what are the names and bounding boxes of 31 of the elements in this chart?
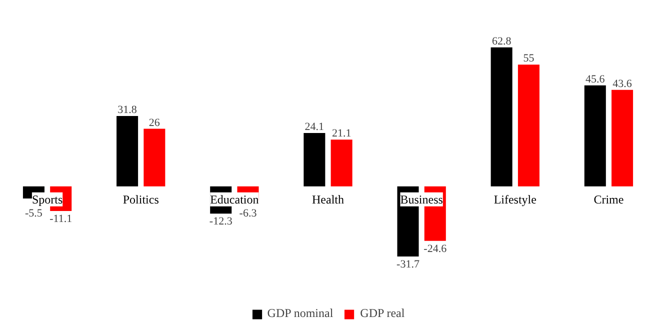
legend-label: GDP real [360,306,405,321]
data-label: 55 [523,52,535,65]
x-tick-label: Crime [594,192,624,206]
bar [612,90,634,186]
x-tick-label: Lifestyle [494,192,536,206]
data-label: 21.1 [332,128,352,140]
data-label: 62.8 [492,35,512,48]
bar [490,47,512,186]
data-label: -11.1 [50,212,72,225]
x-tick-label: Health [312,192,344,206]
bar [584,85,606,186]
bar [518,64,540,186]
data-label: 43.6 [612,78,632,90]
data-label: 45.6 [586,73,606,86]
bar [116,116,138,186]
x-tick-label: Politics [122,192,160,206]
data-label: -6.3 [239,207,258,220]
data-label: 24.1 [304,121,324,134]
legend-label: GDP nominal [267,306,334,321]
bar [330,140,352,186]
data-label: -31.7 [396,258,420,271]
x-tick-label: Education [210,192,259,206]
bar [144,128,166,186]
data-label: 26 [148,116,160,129]
data-label: -5.5 [25,207,43,220]
x-tick-label: Business [400,192,444,206]
data-label: 31.8 [118,104,138,116]
data-label: -12.3 [209,216,233,228]
bar [304,133,326,186]
data-label: -24.6 [424,242,448,255]
x-tick-label: Sports [32,192,63,206]
